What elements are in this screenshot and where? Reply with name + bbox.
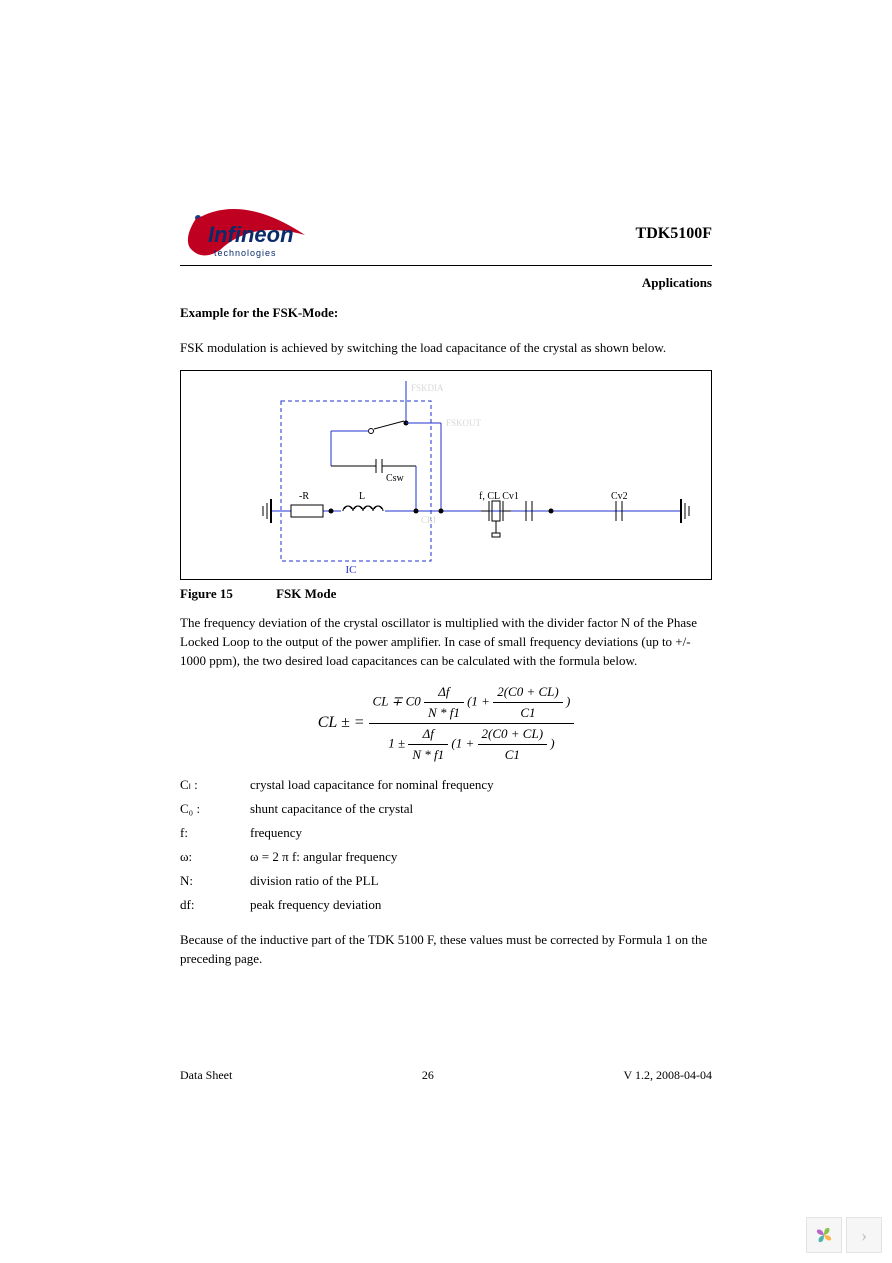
app-icon-button[interactable] bbox=[806, 1217, 842, 1253]
formula-main-fraction: CL ∓ C0 Δf N * f1 (1 + 2(C0 + CL) C1 ) 1… bbox=[369, 684, 575, 763]
footer-page-number: 26 bbox=[422, 1068, 434, 1083]
paragraph-after-figure: The frequency deviation of the crystal o… bbox=[180, 614, 712, 671]
cri-label: CRI bbox=[421, 515, 436, 525]
footer-left: Data Sheet bbox=[180, 1068, 232, 1083]
definition-row: ω:ω = 2 π f: angular frequency bbox=[180, 849, 712, 865]
section-label: Applications bbox=[642, 275, 712, 291]
intro-paragraph: FSK modulation is achieved by switching … bbox=[180, 339, 712, 358]
fskdia-label: FSKDIA bbox=[411, 383, 444, 393]
closing-paragraph: Because of the inductive part of the TDK… bbox=[180, 931, 712, 969]
next-page-button[interactable]: › bbox=[846, 1217, 882, 1253]
chevron-right-icon: › bbox=[861, 1225, 867, 1246]
r-label: -R bbox=[299, 491, 309, 502]
definition-row: f:frequency bbox=[180, 825, 712, 841]
fskout-label: FSKOUT bbox=[446, 418, 482, 428]
circuit-svg: IC FSKDIA FSKOUT bbox=[181, 371, 711, 579]
crystal-symbol bbox=[481, 501, 511, 537]
footer-version-date: V 1.2, 2008-04-04 bbox=[624, 1068, 712, 1083]
header-rule bbox=[180, 265, 712, 266]
cv2-label: Cv2 bbox=[611, 491, 628, 502]
page-content: Example for the FSK-Mode: FSK modulation… bbox=[180, 305, 712, 981]
figure-number: Figure 15 bbox=[180, 586, 233, 601]
logo-sub-text: technologies bbox=[214, 248, 277, 258]
datasheet-page: Infineon technologies TDK5100F Applicati… bbox=[0, 0, 892, 1263]
figure-title: FSK Mode bbox=[276, 586, 336, 601]
viewer-controls: › bbox=[806, 1217, 882, 1253]
definition-row: df:peak frequency deviation bbox=[180, 897, 712, 913]
figure-caption: Figure 15 FSK Mode bbox=[180, 586, 712, 602]
ic-box bbox=[281, 401, 431, 561]
l-label: L bbox=[359, 491, 365, 502]
part-number: TDK5100F bbox=[636, 225, 712, 243]
formula-lhs: CL ± = bbox=[318, 715, 365, 732]
circuit-diagram: IC FSKDIA FSKOUT bbox=[180, 370, 712, 580]
page-footer: Data Sheet 26 V 1.2, 2008-04-04 bbox=[180, 1068, 712, 1083]
csw-label: Csw bbox=[386, 473, 405, 484]
example-heading: Example for the FSK-Mode: bbox=[180, 305, 712, 321]
symbol-definitions: Cₗ :crystal load capacitance for nominal… bbox=[180, 777, 712, 913]
definition-row: C₀ :shunt capacitance of the crystal bbox=[180, 801, 712, 817]
fcl-label: f, CL Cv1 bbox=[479, 491, 519, 502]
pinwheel-icon bbox=[813, 1224, 835, 1246]
definition-row: N:division ratio of the PLL bbox=[180, 873, 712, 889]
formula: CL ± = CL ∓ C0 Δf N * f1 (1 + 2(C0 + CL)… bbox=[180, 684, 712, 763]
logo-top-text: Infineon bbox=[208, 222, 294, 247]
infineon-logo: Infineon technologies bbox=[180, 200, 320, 270]
ic-label: IC bbox=[346, 564, 357, 576]
infineon-logo-svg: Infineon technologies bbox=[180, 200, 320, 270]
definition-row: Cₗ :crystal load capacitance for nominal… bbox=[180, 777, 712, 793]
